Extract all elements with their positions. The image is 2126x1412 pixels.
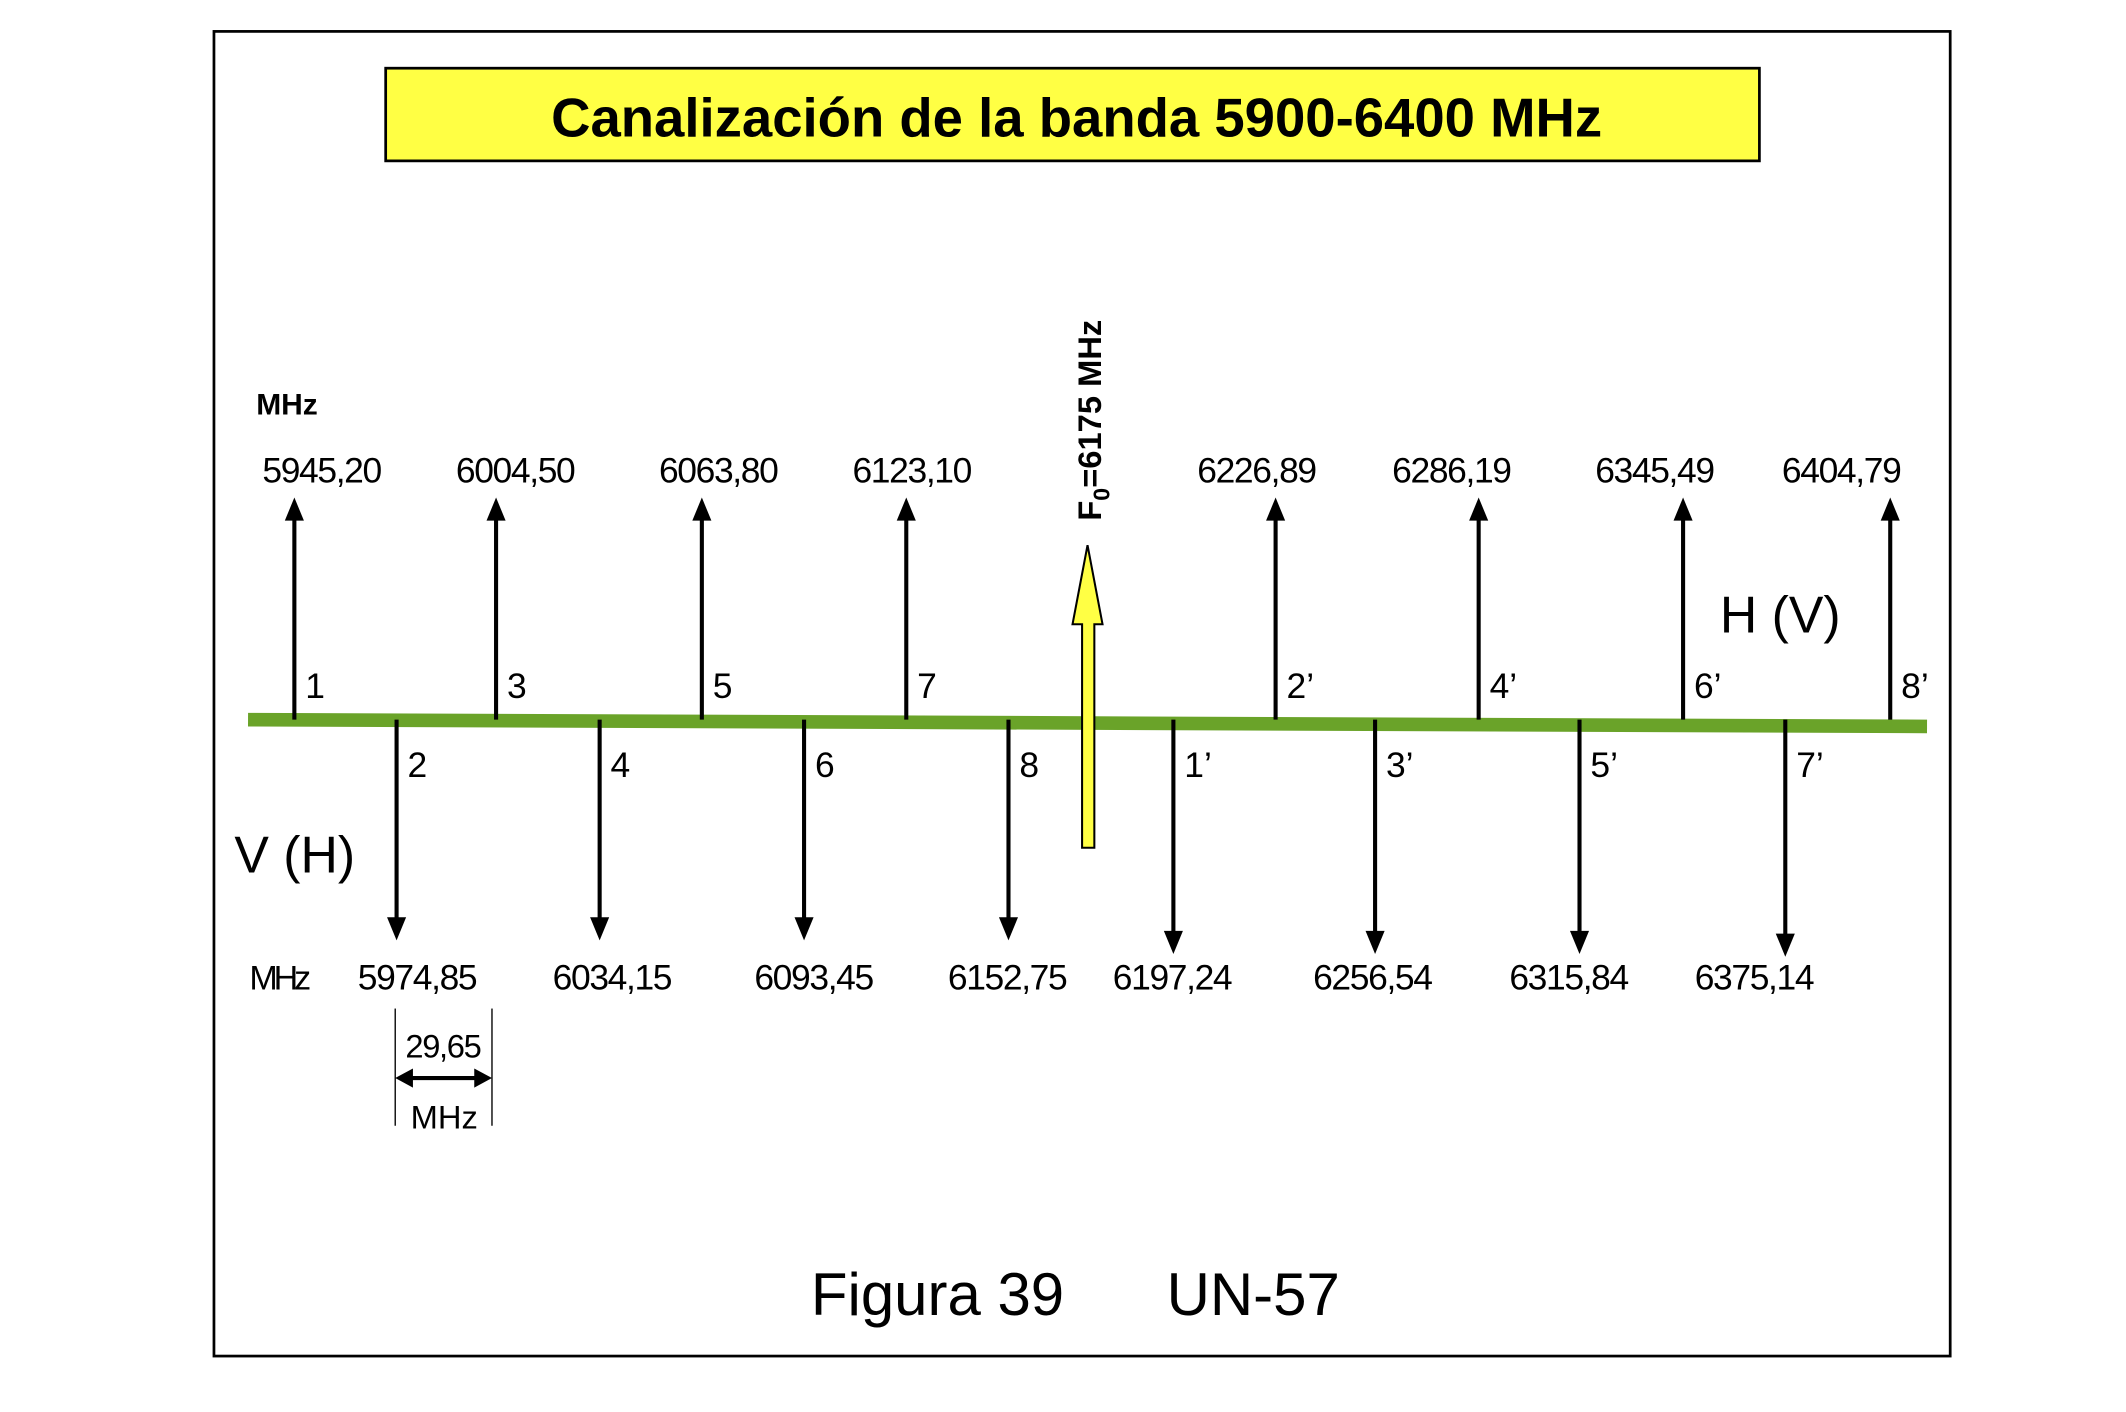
spacing-arrowhead <box>395 1068 413 1088</box>
center-arrow <box>1071 544 1104 849</box>
center-subscript: 0 <box>1088 488 1114 501</box>
channel-frequency: 6404,79 <box>1782 450 1901 490</box>
arrowhead <box>998 917 1019 941</box>
polarization-upper: H (V) <box>1720 585 1841 643</box>
center-symbol: F <box>1071 501 1108 521</box>
channel-label: 5 <box>713 666 733 706</box>
channel-frequency: 6286,19 <box>1392 450 1511 490</box>
channel-label: 2 <box>407 745 427 785</box>
channel-label: 7’ <box>1796 745 1824 785</box>
channel-label: 6’ <box>1694 666 1722 706</box>
channel-frequency: 5974,85 <box>358 957 477 997</box>
channel-frequency: 6063,80 <box>659 450 778 490</box>
channel-frequency: 6256,54 <box>1313 957 1432 997</box>
arrowhead <box>794 917 814 941</box>
spacing-arrowhead <box>474 1068 492 1088</box>
arrowhead <box>284 497 304 521</box>
channel-frequency: 6226,89 <box>1197 450 1316 490</box>
caption-figure: Figura 39 <box>811 1261 1064 1328</box>
spacing-value: 29,65 <box>405 1028 480 1065</box>
arrowhead <box>1569 930 1590 955</box>
channel-frequency: 6197,24 <box>1113 957 1232 997</box>
channel-frequency: 5945,20 <box>262 450 381 490</box>
channel-label: 4’ <box>1490 666 1518 706</box>
arrowhead <box>1163 930 1183 955</box>
channel-frequency: 6152,75 <box>948 957 1067 997</box>
caption-code: UN-57 <box>1167 1261 1340 1328</box>
title: Canalización de la banda 5900-6400 MHz <box>551 87 1602 148</box>
arrowhead <box>590 917 610 941</box>
channel-frequency: 6123,10 <box>852 450 971 490</box>
arrowhead <box>1673 497 1693 521</box>
arrowhead <box>1775 933 1795 957</box>
arrowhead <box>486 497 506 521</box>
channel-label: 3 <box>507 666 527 706</box>
channel-frequency: 6034,15 <box>553 957 672 997</box>
channel-frequency: 6315,84 <box>1509 957 1628 997</box>
channel-label: 8 <box>1019 745 1039 785</box>
title-box <box>384 66 1761 163</box>
channel-label: 4 <box>611 745 631 785</box>
channel-label: 3’ <box>1386 745 1414 785</box>
channel-label: 1’ <box>1184 745 1212 785</box>
arrowhead <box>692 497 712 521</box>
arrowhead <box>1880 497 1900 521</box>
spacing-unit: MHz <box>411 1098 478 1135</box>
channel-label: 6 <box>815 745 835 785</box>
arrowhead <box>1469 497 1489 521</box>
polarization-lower: V (H) <box>234 825 355 883</box>
arrowhead <box>1365 930 1385 955</box>
channel-label: 2’ <box>1287 666 1315 706</box>
arrowhead <box>896 497 916 521</box>
channel-frequency: 6345,49 <box>1595 450 1714 490</box>
center-frequency: F0=6175 MHz <box>1071 320 1114 521</box>
channel-frequency: 6093,45 <box>754 957 873 997</box>
arrowhead <box>1266 497 1286 521</box>
channel-frequency: 6375,14 <box>1695 957 1814 997</box>
upper-unit: MHz <box>256 388 318 421</box>
arrowhead <box>387 917 407 941</box>
channel-label: 5’ <box>1590 745 1618 785</box>
channel-label: 1 <box>305 666 325 706</box>
channel-label: 7 <box>917 666 937 706</box>
lower-unit: MHz <box>249 959 310 997</box>
center-text: =6175 MHz <box>1071 320 1108 488</box>
channel-label: 8’ <box>1901 666 1929 706</box>
channel-frequency: 6004,50 <box>456 450 575 490</box>
